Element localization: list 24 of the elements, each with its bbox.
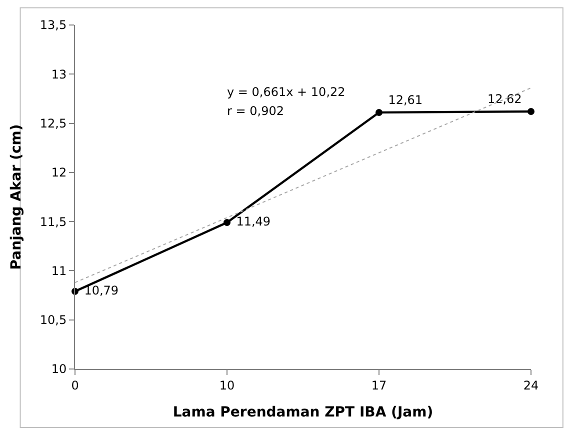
y-tick-label: 12,5 bbox=[40, 116, 67, 130]
y-tick-label: 12 bbox=[51, 166, 67, 180]
point bbox=[528, 108, 534, 115]
x-tick-label: 24 bbox=[523, 378, 539, 392]
y-tick-label: 11 bbox=[51, 264, 67, 278]
y-tick-label: 13 bbox=[51, 67, 67, 82]
y-tick-label: 11,5 bbox=[40, 214, 67, 229]
data-label: 10,79 bbox=[80, 283, 122, 298]
y-axis-title: Panjang Akar (cm) bbox=[8, 124, 24, 270]
y-tick-label: 10,5 bbox=[40, 313, 67, 328]
x-tick-label: 17 bbox=[371, 378, 387, 392]
line-series bbox=[75, 87, 531, 284]
data-label: 12,62 bbox=[484, 92, 526, 106]
x-axis-title: Lama Perendaman ZPT IBA (Jam) bbox=[172, 404, 434, 421]
data-label: 12,61 bbox=[384, 93, 426, 108]
point bbox=[376, 108, 382, 116]
data-label: 11,49 bbox=[232, 214, 274, 229]
y-tick-label: 13,5 bbox=[40, 18, 67, 32]
annotation: y = 0,661x + 10,22 bbox=[227, 85, 346, 99]
y-tick-label: 10 bbox=[51, 362, 67, 376]
point bbox=[224, 219, 230, 226]
x-tick-label: 0 bbox=[71, 378, 79, 392]
annotation: r = 0,902 bbox=[227, 104, 284, 118]
x-tick-label: 10 bbox=[219, 378, 235, 392]
